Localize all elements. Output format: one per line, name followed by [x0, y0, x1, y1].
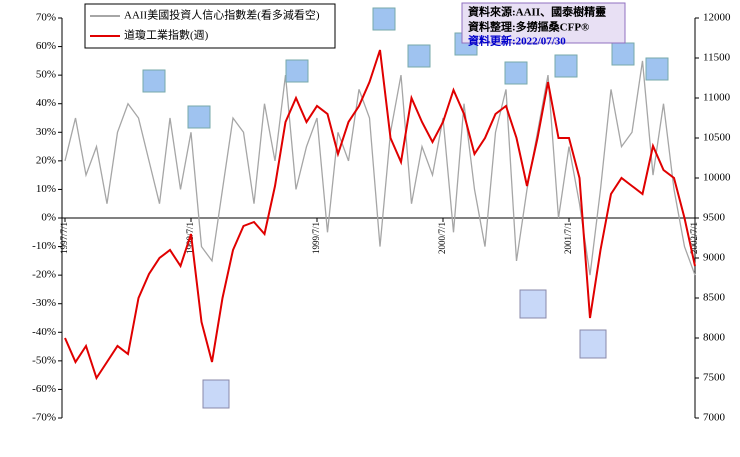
- legend-box: [84, 3, 336, 49]
- y2-tick-label: 11000: [703, 92, 731, 104]
- annotation: 資料整理:多撈摳桑CFP®: [468, 20, 589, 34]
- y-tick-label: 0%: [41, 212, 56, 224]
- y2-tick-label: 9500: [703, 212, 726, 224]
- y2-tick-label: 8000: [703, 332, 726, 344]
- y2-tick-label: 11500: [703, 52, 731, 64]
- x-tick-label: 2001/7/1: [563, 222, 573, 254]
- y2-tick-label: 7000: [703, 412, 726, 424]
- y-tick-label: 30%: [36, 126, 56, 138]
- x-tick-label: 2002/7/1: [689, 222, 699, 254]
- y-tick-label: -30%: [32, 297, 56, 309]
- y-tick-label: -20%: [32, 269, 56, 281]
- series-line: [64, 49, 696, 381]
- y2-tick-label: 7500: [703, 372, 726, 384]
- y2-tick-label: 8500: [703, 292, 726, 304]
- y-tick-label: 40%: [36, 97, 56, 109]
- icons: [142, 7, 669, 409]
- legend-label: AAII美國投資人信心指數差(看多減看空): [124, 8, 320, 22]
- x-tick-label: 1999/7/1: [311, 222, 321, 254]
- x-tick-label: 1997/7/1: [59, 222, 69, 254]
- y2-tick-label: 10000: [703, 172, 731, 184]
- legend: AAII美國投資人信心指數差(看多減看空) 道瓊工業指數(週): [84, 3, 336, 49]
- y-tick-label: -70%: [32, 412, 56, 424]
- y2-tick-label: 12000: [703, 12, 731, 24]
- y-tick-label: 20%: [36, 154, 56, 166]
- y2-tick-label: 9000: [703, 252, 726, 264]
- y-tick-label: -60%: [32, 383, 56, 395]
- y-tick-label: 10%: [36, 183, 56, 195]
- legend-label: 道瓊工業指數(週): [124, 28, 209, 42]
- y-tick-label: 50%: [36, 69, 56, 81]
- y-tick-label: -40%: [32, 326, 56, 338]
- y2-tick-label: 10500: [703, 132, 731, 144]
- y-tick-label: 70%: [36, 12, 56, 24]
- x-tick-label: 2000/7/1: [437, 222, 447, 254]
- y-tick-label: -50%: [32, 354, 56, 366]
- y-tick-label: -10%: [32, 240, 56, 252]
- y-tick-label: 60%: [36, 40, 56, 52]
- annotation: 資料來源:AAII、國泰樹精靈: [468, 5, 606, 19]
- annotation: 資料更新:2022/07/30: [468, 34, 566, 48]
- annotation-box: 資料來源:AAII、國泰樹精靈 資料整理:多撈摳桑CFP® 資料更新:2022/…: [461, 2, 626, 48]
- series-line: [64, 60, 696, 276]
